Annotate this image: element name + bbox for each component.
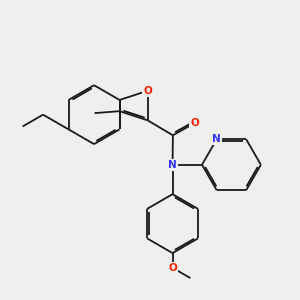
Text: O: O xyxy=(143,86,152,96)
Text: O: O xyxy=(168,263,177,273)
Text: N: N xyxy=(168,160,177,170)
Text: N: N xyxy=(212,134,221,144)
Text: O: O xyxy=(190,118,199,128)
